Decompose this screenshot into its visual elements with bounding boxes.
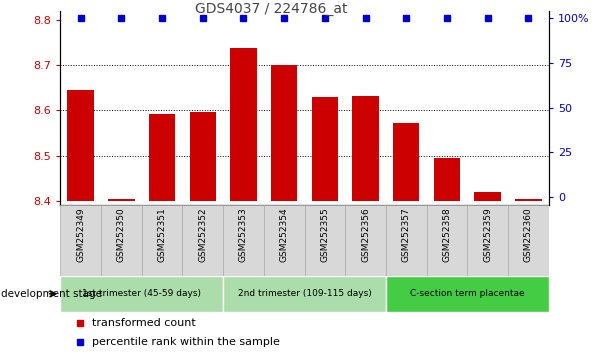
Bar xyxy=(189,112,216,201)
Bar xyxy=(108,199,134,201)
Bar xyxy=(515,199,541,201)
Text: GSM252356: GSM252356 xyxy=(361,207,370,262)
Text: 1st trimester (45-59 days): 1st trimester (45-59 days) xyxy=(82,289,201,298)
Bar xyxy=(312,97,338,201)
Text: 2nd trimester (109-115 days): 2nd trimester (109-115 days) xyxy=(238,289,371,298)
Text: GSM252355: GSM252355 xyxy=(320,207,329,262)
Text: GSM252353: GSM252353 xyxy=(239,207,248,262)
Text: GSM252357: GSM252357 xyxy=(402,207,411,262)
Bar xyxy=(223,276,386,312)
Bar xyxy=(149,114,175,201)
Bar xyxy=(467,205,508,276)
Text: GDS4037 / 224786_at: GDS4037 / 224786_at xyxy=(195,2,347,16)
Bar xyxy=(386,276,549,312)
Bar xyxy=(475,192,501,201)
Bar xyxy=(60,276,223,312)
Bar xyxy=(393,123,420,201)
Text: development stage: development stage xyxy=(1,289,102,299)
Bar xyxy=(271,65,297,201)
Text: percentile rank within the sample: percentile rank within the sample xyxy=(92,337,280,347)
Bar xyxy=(101,205,142,276)
Bar xyxy=(68,90,94,201)
Text: GSM252360: GSM252360 xyxy=(524,207,533,262)
Bar xyxy=(223,205,264,276)
Bar xyxy=(434,158,460,201)
Bar xyxy=(182,205,223,276)
Bar xyxy=(60,205,101,276)
Bar xyxy=(352,96,379,201)
Bar xyxy=(264,205,305,276)
Text: GSM252352: GSM252352 xyxy=(198,207,207,262)
Bar xyxy=(427,205,467,276)
Text: GSM252359: GSM252359 xyxy=(483,207,492,262)
Text: GSM252349: GSM252349 xyxy=(76,207,85,262)
Text: GSM252354: GSM252354 xyxy=(280,207,289,262)
Bar xyxy=(386,205,427,276)
Bar xyxy=(142,205,183,276)
Text: GSM252358: GSM252358 xyxy=(443,207,452,262)
Text: GSM252350: GSM252350 xyxy=(117,207,126,262)
Bar xyxy=(230,48,257,201)
Bar xyxy=(345,205,386,276)
Bar xyxy=(305,205,345,276)
Text: C-section term placentae: C-section term placentae xyxy=(410,289,525,298)
Bar xyxy=(508,205,549,276)
Text: GSM252351: GSM252351 xyxy=(157,207,166,262)
Text: transformed count: transformed count xyxy=(92,318,196,329)
